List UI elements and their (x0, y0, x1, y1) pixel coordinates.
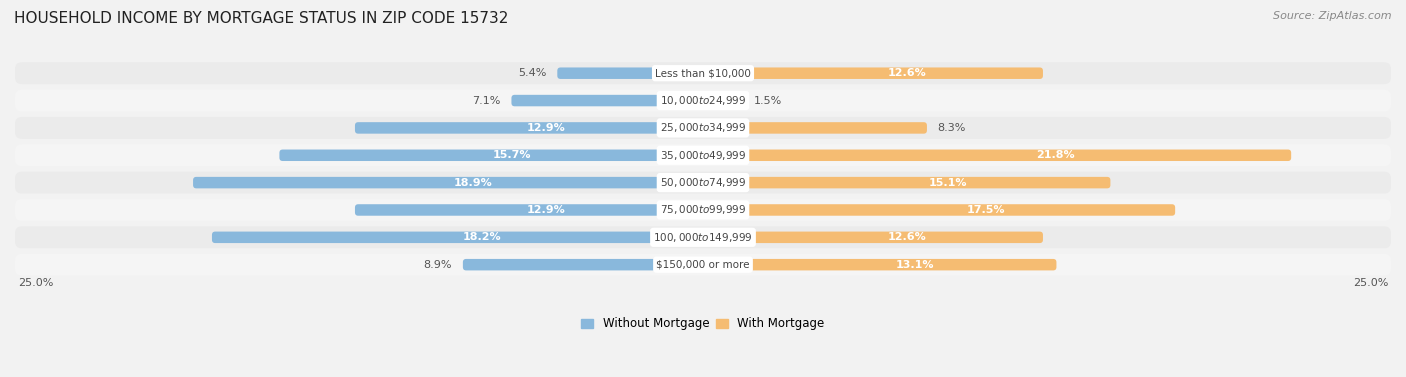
Text: Less than $10,000: Less than $10,000 (655, 68, 751, 78)
Text: 12.9%: 12.9% (527, 205, 565, 215)
Text: 13.1%: 13.1% (896, 260, 935, 270)
Text: 8.3%: 8.3% (938, 123, 966, 133)
Text: 5.4%: 5.4% (519, 68, 547, 78)
Text: 21.8%: 21.8% (1036, 150, 1076, 160)
Text: 17.5%: 17.5% (967, 205, 1005, 215)
FancyBboxPatch shape (354, 122, 703, 134)
FancyBboxPatch shape (703, 177, 1111, 188)
FancyBboxPatch shape (15, 199, 1391, 221)
Text: $25,000 to $34,999: $25,000 to $34,999 (659, 121, 747, 135)
Text: HOUSEHOLD INCOME BY MORTGAGE STATUS IN ZIP CODE 15732: HOUSEHOLD INCOME BY MORTGAGE STATUS IN Z… (14, 11, 509, 26)
Text: $100,000 to $149,999: $100,000 to $149,999 (654, 231, 752, 244)
FancyBboxPatch shape (15, 226, 1391, 248)
Text: 15.7%: 15.7% (494, 150, 531, 160)
FancyBboxPatch shape (557, 67, 703, 79)
FancyBboxPatch shape (703, 122, 927, 134)
FancyBboxPatch shape (354, 204, 703, 216)
Text: 15.1%: 15.1% (928, 178, 967, 188)
Text: $50,000 to $74,999: $50,000 to $74,999 (659, 176, 747, 189)
Text: 25.0%: 25.0% (18, 278, 53, 288)
Text: $150,000 or more: $150,000 or more (657, 260, 749, 270)
Text: 12.6%: 12.6% (887, 68, 927, 78)
FancyBboxPatch shape (280, 150, 703, 161)
FancyBboxPatch shape (15, 62, 1391, 84)
FancyBboxPatch shape (15, 254, 1391, 276)
FancyBboxPatch shape (512, 95, 703, 106)
FancyBboxPatch shape (15, 117, 1391, 139)
Text: 12.6%: 12.6% (887, 232, 927, 242)
FancyBboxPatch shape (15, 144, 1391, 166)
Text: 7.1%: 7.1% (472, 95, 501, 106)
Text: $75,000 to $99,999: $75,000 to $99,999 (659, 204, 747, 216)
FancyBboxPatch shape (703, 150, 1291, 161)
FancyBboxPatch shape (193, 177, 703, 188)
FancyBboxPatch shape (703, 231, 1043, 243)
Text: 18.9%: 18.9% (454, 178, 494, 188)
FancyBboxPatch shape (703, 95, 744, 106)
Text: 1.5%: 1.5% (754, 95, 783, 106)
Text: Source: ZipAtlas.com: Source: ZipAtlas.com (1274, 11, 1392, 21)
FancyBboxPatch shape (15, 172, 1391, 193)
FancyBboxPatch shape (463, 259, 703, 270)
Legend: Without Mortgage, With Mortgage: Without Mortgage, With Mortgage (581, 317, 825, 330)
Text: 8.9%: 8.9% (423, 260, 453, 270)
Text: 12.9%: 12.9% (527, 123, 565, 133)
Text: $35,000 to $49,999: $35,000 to $49,999 (659, 149, 747, 162)
FancyBboxPatch shape (15, 90, 1391, 112)
FancyBboxPatch shape (703, 259, 1056, 270)
Text: 18.2%: 18.2% (463, 232, 502, 242)
FancyBboxPatch shape (703, 67, 1043, 79)
FancyBboxPatch shape (703, 204, 1175, 216)
Text: 25.0%: 25.0% (1353, 278, 1388, 288)
Text: $10,000 to $24,999: $10,000 to $24,999 (659, 94, 747, 107)
FancyBboxPatch shape (212, 231, 703, 243)
